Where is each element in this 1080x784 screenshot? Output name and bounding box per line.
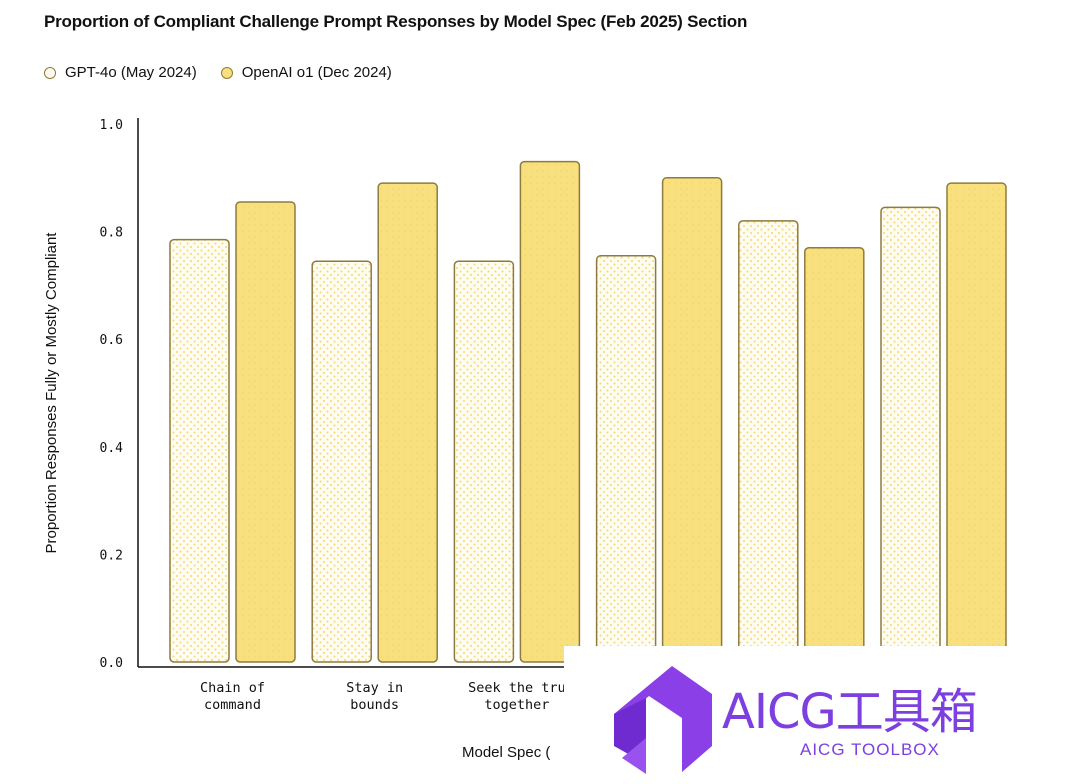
y-tick-label: 0.8 [100,226,123,241]
bar-gpt4o-5 [880,206,941,663]
watermark-text: AICG工具箱 [722,684,978,740]
x-tick-label: command [204,697,261,713]
bar-gpt4o-4 [738,220,799,663]
legend-item-o1: OpenAI o1 (Dec 2024) [220,64,392,81]
bar-gpt4o-3 [595,255,657,663]
x-tick-label: bounds [350,697,399,713]
bar-o1-1 [377,182,438,663]
x-tick-label: together [484,697,549,713]
bar-gpt4o-2 [453,260,515,663]
legend-item-gpt4o: GPT-4o (May 2024) [44,64,197,81]
y-axis-label: Proportion Responses Fully or Mostly Com… [43,232,60,554]
legend-swatch-gpt4o [44,66,56,79]
y-tick-label: 0.0 [100,656,123,671]
legend-label-o1: OpenAI o1 (Dec 2024) [241,64,392,81]
legend-swatch-o1 [220,66,233,79]
y-tick-label: 0.4 [100,441,124,456]
watermark-subtext: AICG TOOLBOX [800,740,940,759]
bar-o1-4 [804,246,865,663]
bar-gpt4o-1 [311,260,372,663]
bar-gpt4o-0 [169,238,230,663]
chart-title: Proportion of Compliant Challenge Prompt… [44,12,748,31]
x-tick-label: Seek the tru [468,680,566,696]
y-tick-label: 0.6 [100,333,123,348]
watermark-logo-icon [614,666,712,774]
bar-o1-5 [946,182,1007,663]
x-tick-label: Stay in [346,680,403,696]
y-tick-label: 1.0 [100,118,123,133]
legend-label-gpt4o: GPT-4o (May 2024) [65,64,197,81]
bar-o1-3 [661,177,723,663]
y-tick-label: 0.2 [100,548,123,563]
x-axis-label: Model Spec ( [462,744,550,761]
x-tick-label: Chain of [200,680,265,696]
bar-o1-2 [519,160,581,663]
bar-o1-0 [235,201,296,663]
legend: GPT-4o (May 2024) OpenAI o1 (Dec 2024) [44,64,392,81]
watermark-box [564,646,1080,784]
